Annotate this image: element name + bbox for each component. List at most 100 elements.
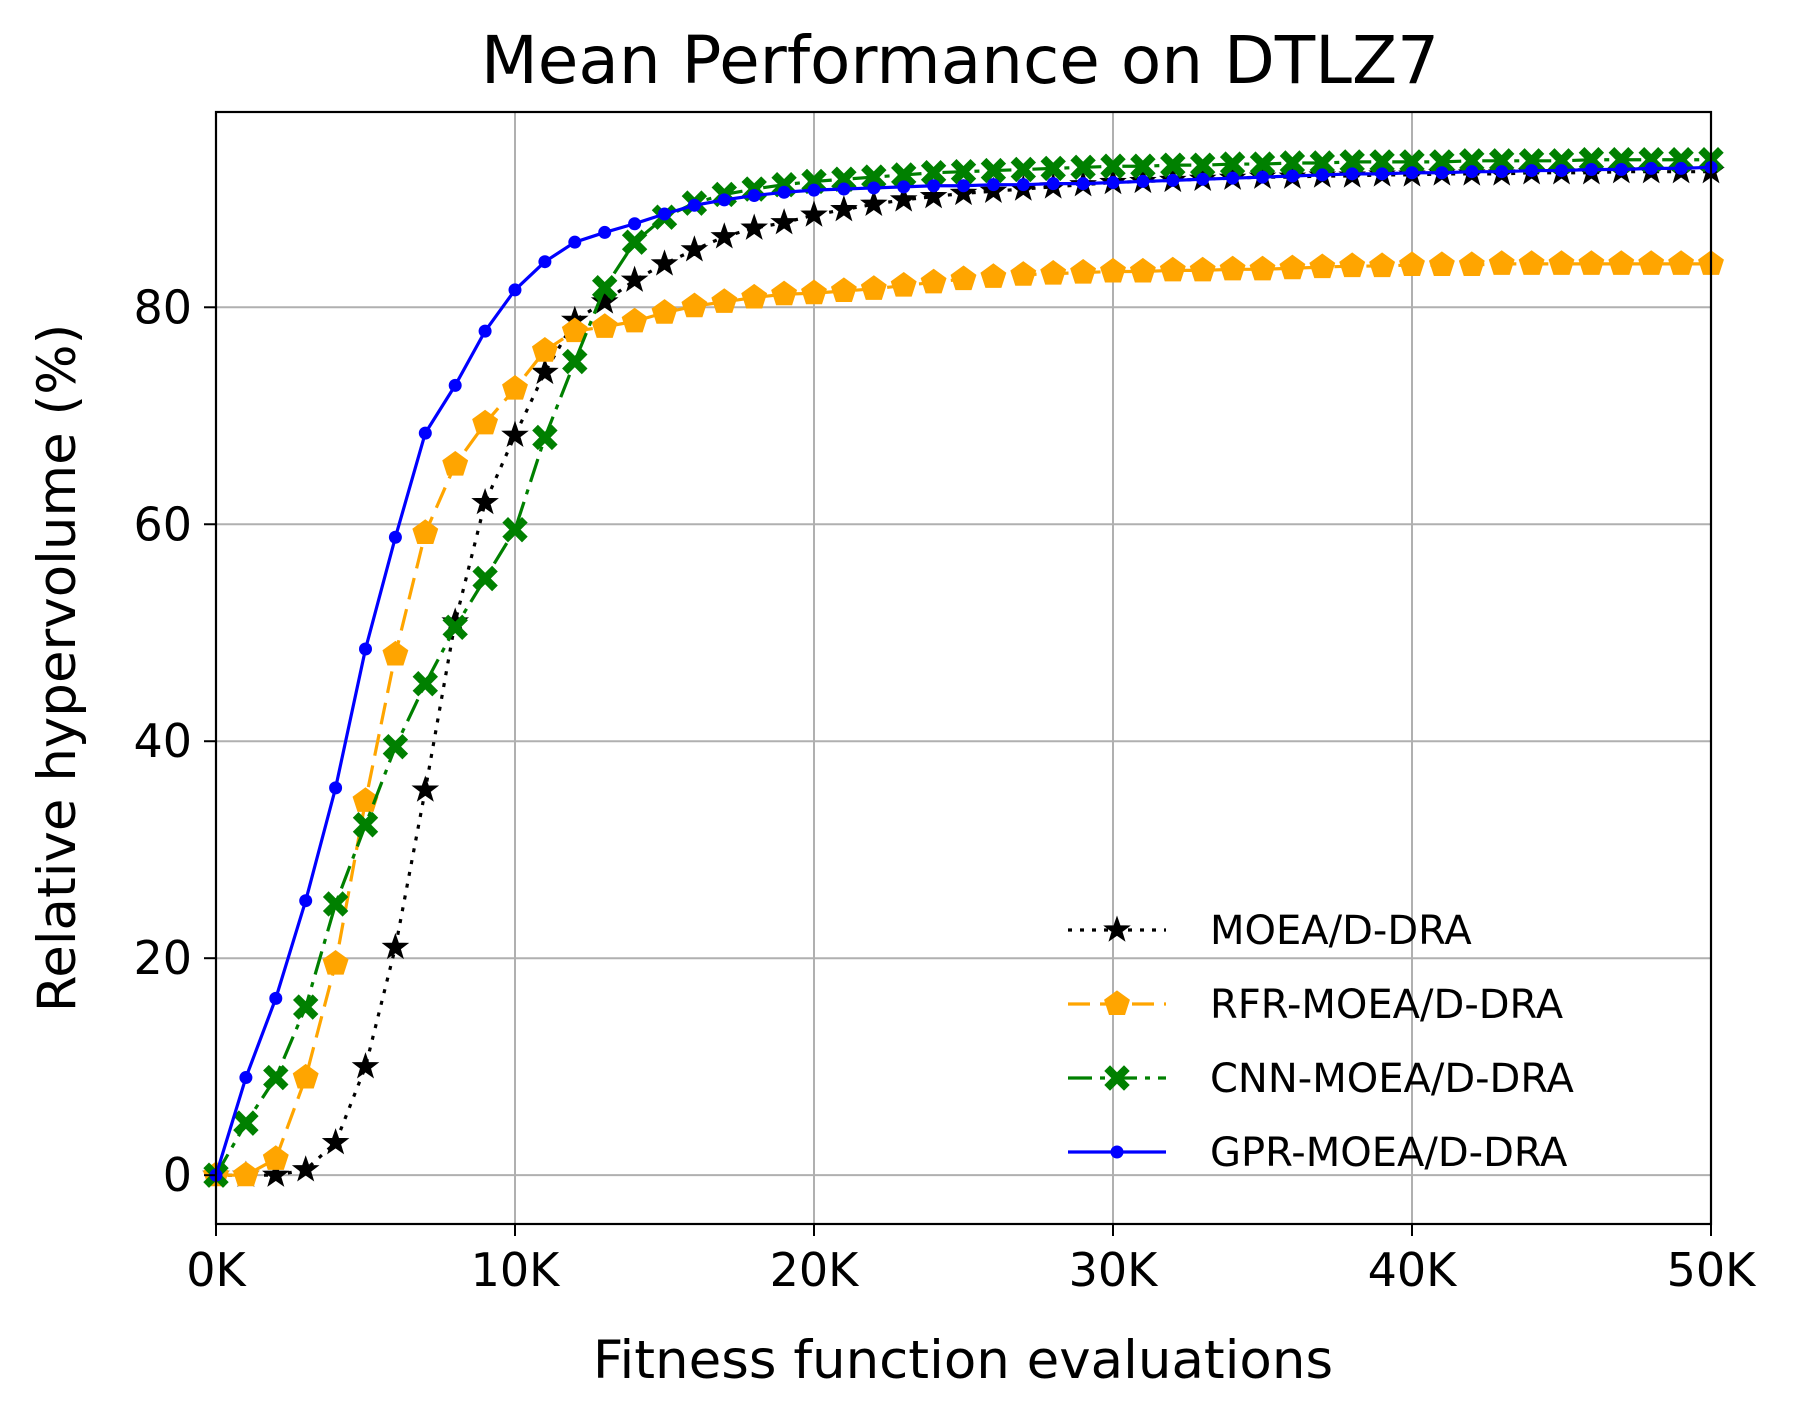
data-point [359,642,372,656]
data-point [1100,257,1126,283]
series-1 [203,250,1724,1187]
data-point [741,283,768,309]
legend-marker [1103,915,1131,942]
data-point [411,775,440,802]
data-point [1345,167,1359,181]
data-point [740,213,769,240]
data-point [1315,168,1329,182]
data-point [830,195,858,222]
data-point [1459,148,1485,174]
legend-label: GPR-MOEA/D-DRA [1210,1130,1568,1176]
data-point [1285,169,1299,183]
data-point [1465,165,1479,179]
data-point [1249,151,1276,177]
data-point [986,178,1000,192]
data-point [239,1071,253,1085]
data-point [771,280,798,306]
data-point [1010,156,1037,183]
data-point [1375,167,1389,181]
data-point [561,317,588,343]
data-point [801,279,827,305]
data-point [837,182,851,196]
data-point [262,1145,289,1170]
data-point [442,614,468,641]
legend-label: RFR-MOEA/D-DRA [1210,982,1564,1028]
data-point [1100,153,1126,179]
x-tick-label: 30K [1069,1243,1160,1297]
data-point [263,1064,289,1091]
y-tick-label: 40 [133,714,192,768]
data-point [442,450,469,476]
data-point [687,198,701,212]
data-point [919,182,948,209]
data-point [950,265,977,291]
data-point [1040,155,1066,182]
data-point [628,217,642,231]
data-point [1076,177,1090,191]
chart-title: Mean Performance on DTLZ7 [481,22,1439,99]
data-point [568,235,582,249]
data-point [859,189,888,216]
data-point [322,891,349,917]
data-point [1309,253,1336,279]
data-point [478,324,492,338]
data-point [1608,147,1635,173]
axis-ticks: 0K 10K 20K 30K 40K 50K 0 20 40 60 80 [133,280,1757,1297]
data-point [747,189,761,203]
data-point [381,932,410,960]
data-point [1668,250,1695,275]
data-point [1249,255,1276,281]
data-point [980,157,1007,184]
data-point [651,299,678,324]
data-point [531,357,559,385]
data-point [1578,147,1605,173]
data-point [777,185,791,199]
data-point [291,1155,320,1182]
data-point [1339,149,1365,175]
data-point [1339,252,1366,278]
data-point [412,519,439,544]
data-point [448,378,462,392]
data-point [1435,166,1449,180]
x-tick-label: 50K [1667,1243,1758,1297]
data-point [1458,251,1485,276]
data-point [920,160,947,186]
data-point [1279,150,1306,176]
data-point [292,994,319,1020]
data-point [1608,250,1635,275]
data-point [1638,250,1665,275]
data-point [538,255,552,269]
data-point [890,271,917,297]
data-point [352,812,379,838]
series-2 [203,147,1724,1188]
data-point [950,158,977,185]
data-point [658,207,671,221]
data-point [412,671,439,697]
data-point [233,1110,259,1136]
data-point [1488,148,1515,174]
data-point [1016,178,1030,192]
data-point [1518,148,1545,174]
data-point [920,268,947,294]
legend-marker [1104,1065,1130,1091]
data-point [1399,251,1425,276]
data-point [388,530,402,544]
data-point [382,733,409,760]
data-point [269,991,283,1005]
data-point [501,420,529,448]
data-point [562,348,588,375]
data-point [650,249,679,276]
data-point [1196,172,1210,186]
data-point [1369,252,1396,278]
data-point [1548,250,1575,275]
data-point [807,183,821,197]
data-point [1548,148,1575,174]
x-axis-title: Fitness function evaluations [593,1330,1333,1391]
data-point [980,263,1007,288]
x-tick-label: 20K [770,1243,861,1297]
data-point [1369,149,1395,175]
data-point [531,337,558,362]
data-point [1428,251,1455,276]
data-point [770,208,798,235]
data-point [1130,153,1156,179]
